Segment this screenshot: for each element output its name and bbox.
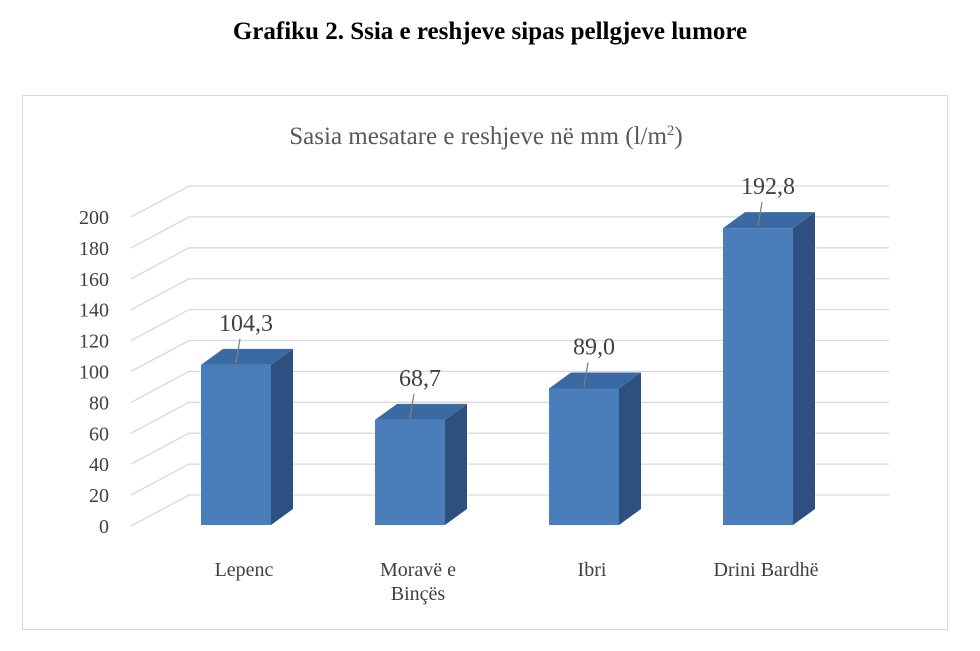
bar-front	[549, 388, 619, 525]
chart-title-main: Sasia mesatare e reshjeve në mm (l/m	[289, 123, 667, 150]
category-label: Drini Bardhë	[714, 559, 819, 581]
bar	[201, 348, 293, 525]
y-tick-label: 100	[79, 362, 109, 384]
y-tick-label: 140	[79, 300, 109, 322]
category-label-line: Moravë e	[380, 559, 456, 581]
bar-top	[375, 403, 467, 420]
bar-side	[271, 348, 293, 525]
category-label: Ibri	[578, 559, 607, 581]
bar-top	[201, 348, 293, 365]
chart-title-end: )	[674, 123, 682, 150]
data-label-leader	[235, 338, 241, 363]
category-label-line: Binçës	[391, 583, 446, 605]
grid-line	[130, 278, 889, 311]
data-label: 192,8	[741, 174, 795, 200]
y-tick-label: 120	[79, 331, 109, 353]
data-label: 68,7	[399, 366, 441, 392]
bar-side	[445, 403, 467, 525]
data-label: 89,0	[573, 334, 615, 360]
grid-line	[130, 216, 889, 249]
grid-line	[130, 185, 889, 218]
grid-line	[130, 401, 889, 434]
grid-line	[130, 494, 889, 527]
data-labels: 104,3 68,7 89,0 192,8	[219, 174, 795, 418]
y-axis-ticks: 0 20 40 60 80 100 120 140 160 180 200	[79, 207, 109, 538]
y-tick-label: 20	[89, 485, 109, 507]
bar-side	[793, 212, 815, 525]
chart-title-sup: 2	[667, 123, 675, 139]
category-label-line: Ibri	[578, 559, 607, 581]
y-tick-label: 160	[79, 269, 109, 291]
grid-line	[130, 432, 889, 465]
y-tick-label: 80	[89, 392, 109, 414]
category-label-line: Lepenc	[215, 559, 274, 581]
bar-top	[549, 372, 641, 389]
bar-top	[723, 212, 815, 229]
bar	[723, 212, 815, 525]
bar-side	[619, 372, 641, 525]
grid-line	[130, 308, 889, 342]
bars	[201, 212, 815, 525]
grid-lines	[130, 185, 889, 527]
y-tick-label: 200	[79, 207, 109, 229]
data-label: 104,3	[219, 311, 273, 337]
bar	[549, 372, 641, 525]
grid-line	[130, 370, 889, 403]
data-label-leader	[409, 393, 415, 418]
chart-title: Sasia mesatare e reshjeve në mm (l/m2)	[289, 123, 682, 150]
category-labels: Lepenc Moravë e Binçës Ibri Drini Bardhë	[215, 559, 819, 605]
grid-line	[130, 463, 889, 496]
y-tick-label: 60	[89, 423, 109, 445]
category-label: Moravë e Binçës	[380, 559, 456, 605]
y-tick-label: 180	[79, 238, 109, 260]
figure-caption: Grafiku 2. Ssia e reshjeve sipas pellgje…	[232, 18, 748, 45]
bar-front	[201, 364, 271, 525]
data-label-leader	[757, 202, 763, 227]
bar-front	[723, 228, 793, 525]
grid-line	[130, 247, 889, 280]
y-tick-label: 0	[99, 516, 109, 538]
category-label-line: Drini Bardhë	[714, 559, 819, 581]
y-tick-label: 40	[89, 454, 109, 476]
bar	[375, 403, 467, 525]
chart-area: Sasia mesatare e reshjeve në mm (l/m2) 0…	[22, 95, 948, 630]
data-label-leader	[583, 362, 589, 387]
bar-front	[375, 419, 445, 525]
grid-line	[130, 339, 889, 373]
column-chart: Sasia mesatare e reshjeve në mm (l/m2) 0…	[79, 123, 889, 605]
category-label: Lepenc	[215, 559, 274, 581]
